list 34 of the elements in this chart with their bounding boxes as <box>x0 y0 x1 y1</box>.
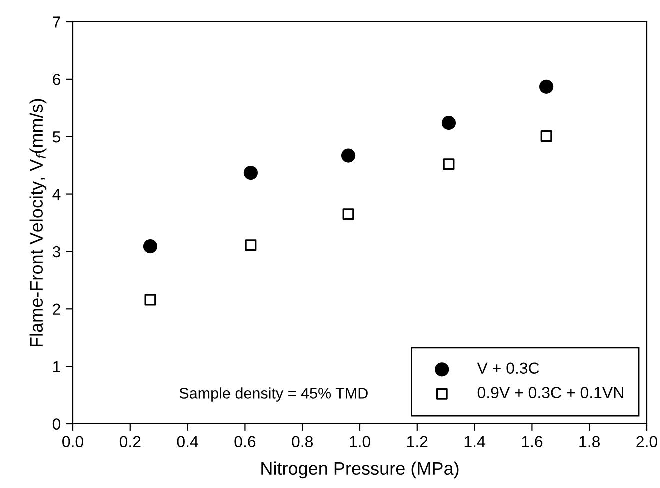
y-tick-label: 0 <box>52 418 61 430</box>
y-tick-label: 6 <box>53 74 60 86</box>
y-tick-label: 2 <box>53 304 60 315</box>
point <box>341 148 356 163</box>
x-tick-label: 1.4 <box>464 436 486 448</box>
point <box>244 166 258 180</box>
point <box>144 294 156 306</box>
point <box>245 240 257 252</box>
x-tick-label: 1.8 <box>580 436 600 448</box>
point <box>442 116 456 130</box>
point <box>143 240 158 254</box>
point <box>540 130 552 142</box>
x-tick-label: 1.2 <box>408 436 428 448</box>
y-axis-title: Flame-Front Velocity, V$_{f}$(mm/s) <box>30 99 47 347</box>
x-axis-title: Nitrogen Pressure (MPa) <box>262 462 459 479</box>
point <box>540 80 554 94</box>
x-tick-label: 0.4 <box>177 436 198 448</box>
y-tick-label: 4 <box>52 189 61 200</box>
x-tick-label: 2.0 <box>636 436 658 448</box>
y-tick-label: 1 <box>54 361 60 372</box>
x-tick-label: 0.2 <box>120 436 141 448</box>
x-tick-label: 0.8 <box>292 436 314 448</box>
x-tick-label: 0.0 <box>62 436 84 448</box>
x-tick-label: 0.6 <box>234 436 256 448</box>
point <box>342 208 354 220</box>
annotation: Sample density = 45% TMD <box>180 388 368 402</box>
y-tick-label: 3 <box>52 246 60 258</box>
y-tick-label: 7 <box>53 16 60 28</box>
point <box>443 158 455 170</box>
x-tick-label: 1.6 <box>522 436 543 448</box>
y-tick-label: 5 <box>52 132 61 143</box>
legend-label: V + 0.3C <box>477 362 540 374</box>
legend-label: 0.9V + 0.3C + 0.1VN <box>478 387 624 398</box>
x-tick-label: 1.0 <box>350 436 370 448</box>
